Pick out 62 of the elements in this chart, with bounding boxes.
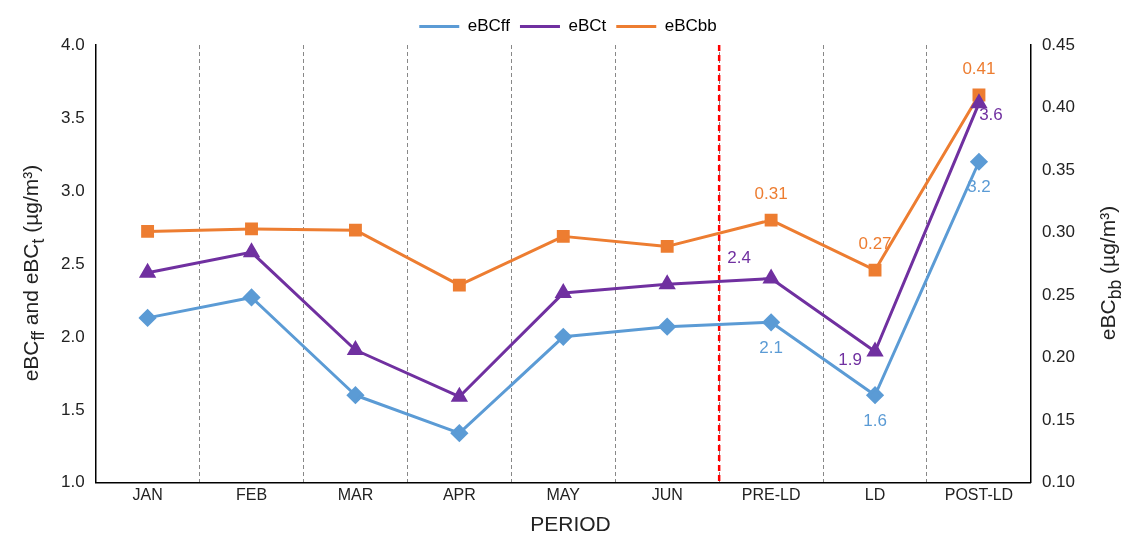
- legend-label: eBCt: [568, 16, 607, 36]
- x-axis-title: PERIOD: [529, 512, 612, 536]
- point: [763, 269, 779, 284]
- x-tick-label: MAR: [337, 485, 374, 503]
- point: [867, 342, 883, 357]
- y2-tick-label: 0.25: [1041, 284, 1076, 304]
- point: [868, 263, 882, 277]
- y-tick-label: 1.0: [60, 472, 85, 492]
- y2-tick-label: 0.20: [1041, 347, 1076, 367]
- x-tick-label: LD: [864, 485, 886, 503]
- point: [658, 318, 676, 336]
- data-label: 2.4: [727, 248, 751, 268]
- legend-label: eBCff: [467, 16, 511, 36]
- data-label: 0.31: [754, 183, 788, 203]
- y-tick-label: 3.0: [60, 180, 85, 200]
- point: [554, 328, 572, 346]
- point: [140, 264, 156, 278]
- point: [450, 424, 468, 442]
- data-label: 3.6: [979, 105, 1003, 125]
- point: [451, 388, 467, 402]
- x-tick-label: PRE-LD: [741, 485, 801, 503]
- point: [452, 278, 466, 292]
- point: [243, 288, 261, 306]
- point: [970, 153, 988, 171]
- data-label: 2.1: [759, 337, 783, 357]
- y-tick-label: 3.5: [60, 107, 85, 127]
- y2-tick-label: 0.40: [1041, 97, 1076, 117]
- y2-tick-label: 0.10: [1041, 472, 1076, 492]
- x-tick-label: MAY: [546, 485, 581, 503]
- y2-tick-label: 0.15: [1041, 409, 1076, 429]
- x-tick-label: JAN: [132, 485, 163, 503]
- y-tick-label: 1.5: [60, 399, 85, 419]
- point: [762, 313, 780, 331]
- y-tick-label: 2.5: [60, 253, 85, 273]
- point: [556, 229, 570, 243]
- data-label: 0.27: [858, 233, 892, 253]
- y-tick-label: 2.0: [60, 326, 85, 346]
- point: [141, 224, 155, 238]
- x-tick-label: POST-LD: [944, 485, 1014, 503]
- point: [555, 284, 571, 299]
- point: [866, 386, 884, 404]
- point: [347, 341, 363, 355]
- data-label: 1.9: [838, 350, 862, 370]
- data-label: 0.41: [962, 58, 996, 78]
- point: [348, 223, 362, 237]
- point: [660, 239, 674, 253]
- x-tick-label: JUN: [651, 485, 683, 503]
- y2-tick-label: 0.30: [1041, 222, 1076, 242]
- point: [245, 222, 258, 236]
- x-tick-label: FEB: [235, 485, 268, 503]
- y2-tick-label: 0.45: [1041, 34, 1076, 54]
- point: [139, 309, 157, 327]
- x-tick-label: APR: [442, 485, 476, 503]
- point: [243, 243, 260, 258]
- y2-tick-label: 0.35: [1041, 159, 1076, 179]
- legend-label: eBCbb: [664, 16, 717, 36]
- y-tick-label: 4.0: [60, 34, 85, 54]
- point: [764, 213, 778, 227]
- point: [346, 386, 364, 404]
- point: [659, 275, 675, 290]
- data-label: 1.6: [863, 410, 887, 430]
- point: [971, 94, 987, 109]
